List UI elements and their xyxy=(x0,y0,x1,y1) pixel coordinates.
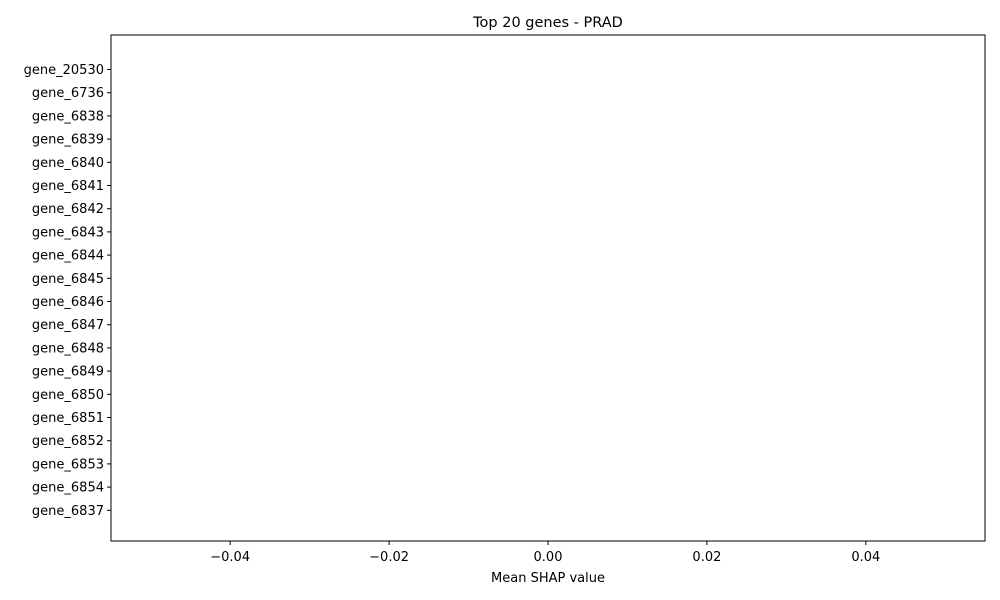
y-tick-label: gene_6838 xyxy=(32,109,104,124)
y-tick-label: gene_6736 xyxy=(32,86,104,101)
y-tick-label: gene_20530 xyxy=(24,63,104,78)
y-tick-label: gene_6847 xyxy=(32,318,104,333)
y-tick-label: gene_6837 xyxy=(32,504,104,519)
y-tick-label: gene_6843 xyxy=(32,225,104,240)
x-tick-label: 0.00 xyxy=(534,550,563,565)
chart-title: Top 20 genes - PRAD xyxy=(472,15,623,31)
y-tick-label: gene_6852 xyxy=(32,434,104,449)
y-tick-label: gene_6842 xyxy=(32,202,104,217)
x-tick-label: 0.04 xyxy=(851,550,880,565)
y-axis-ticks: gene_20530 gene_6736 gene_6838 gene_6839gen… xyxy=(24,63,111,519)
x-axis-label: Mean SHAP value xyxy=(491,571,605,586)
y-tick-label: gene_6854 xyxy=(32,481,104,496)
y-tick-label: gene_6850 xyxy=(32,388,104,403)
y-tick-label: gene_6839 xyxy=(32,133,104,148)
y-tick-label: gene_6845 xyxy=(32,272,104,287)
x-tick-label: −0.04 xyxy=(210,550,250,565)
y-tick-label: gene_6841 xyxy=(32,179,104,194)
y-tick-label: gene_6853 xyxy=(32,457,104,472)
y-tick-label: gene_6851 xyxy=(32,411,104,426)
x-tick-label: −0.02 xyxy=(369,550,409,565)
y-tick-label: gene_6846 xyxy=(32,295,104,310)
x-tick-label: 0.02 xyxy=(692,550,721,565)
y-tick-label: gene_6844 xyxy=(32,249,104,264)
y-tick-label: gene_6849 xyxy=(32,365,104,380)
x-axis-ticks: −0.04 −0.02 0.00 0.02 0.04 xyxy=(210,541,880,565)
y-tick-label: gene_6840 xyxy=(32,156,104,171)
plot-frame xyxy=(110,34,986,542)
y-tick-label: gene_6848 xyxy=(32,341,104,356)
